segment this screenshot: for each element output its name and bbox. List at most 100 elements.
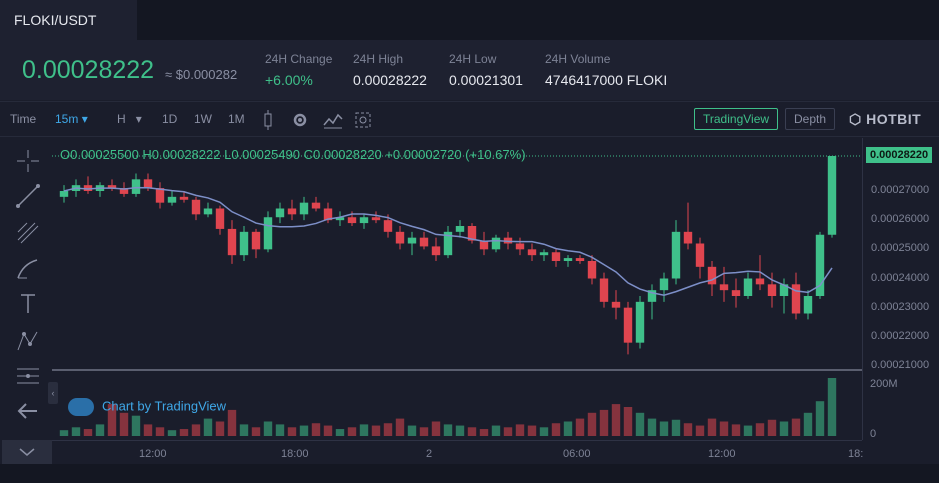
volume-bar xyxy=(707,418,717,436)
crosshair-icon[interactable] xyxy=(15,148,41,174)
candle-body xyxy=(479,240,489,250)
watermark-text: Chart by TradingView xyxy=(102,398,227,414)
ticker-panel: 0.00028222 ≈ $0.000282 24H Change +6.00%… xyxy=(0,40,939,100)
candle-body xyxy=(551,252,561,261)
candle-style-icon[interactable] xyxy=(261,110,275,130)
candle-body xyxy=(119,188,129,194)
candle-body xyxy=(335,217,345,221)
candle-body xyxy=(815,234,825,296)
candlestick-chart[interactable] xyxy=(52,138,862,440)
bottom-bar xyxy=(0,464,939,483)
last-price-tag: 0.00028220 xyxy=(866,147,933,163)
price-approx: ≈ $0.000282 xyxy=(165,67,238,82)
gear-icon[interactable] xyxy=(291,111,309,129)
candle-body xyxy=(599,278,609,302)
volume-bar xyxy=(551,423,561,436)
tradingview-watermark[interactable]: Chart by TradingView xyxy=(68,398,226,416)
arrow-left-icon[interactable] xyxy=(15,398,41,424)
time-axis[interactable]: 12:00 18:00 2 06:00 12:00 18: xyxy=(52,440,863,464)
candle-body xyxy=(539,252,549,256)
candle-body xyxy=(143,179,153,189)
pattern-icon[interactable] xyxy=(15,328,41,354)
collapse-toolbar-button[interactable]: ‹ xyxy=(48,382,58,404)
y-tick-label: 0.00025000 xyxy=(871,242,930,255)
volume-bar xyxy=(467,427,477,436)
y-tick-label: 0.00024000 xyxy=(871,271,930,284)
volume-max-label: 200M xyxy=(870,378,898,390)
hour-selector[interactable]: H ▾ xyxy=(117,112,142,126)
last-price: 0.00028222 xyxy=(22,56,155,84)
volume-bar xyxy=(803,412,813,436)
candle-body xyxy=(491,237,501,250)
y-tick-label: 0.00023000 xyxy=(871,300,930,313)
volume-bar xyxy=(575,418,585,436)
stat-value: +6.00% xyxy=(265,72,313,88)
menu-toggle-button[interactable] xyxy=(2,440,52,464)
y-tick-label: 0.00021000 xyxy=(871,359,930,371)
candle-body xyxy=(179,196,189,200)
candle-body xyxy=(779,284,789,296)
candle-body xyxy=(275,208,285,218)
chart-toolbar: Time 15m ▾ H ▾ 1D 1W 1M TradingView Dept… xyxy=(0,101,939,137)
volume-bar xyxy=(767,419,777,436)
interval-1w[interactable]: 1W xyxy=(194,112,212,126)
brush-icon[interactable] xyxy=(15,256,41,282)
volume-bar xyxy=(155,427,165,436)
candle-body xyxy=(647,290,657,302)
volume-bar xyxy=(743,425,753,436)
depth-button[interactable]: Depth xyxy=(785,108,836,130)
indicators-icon[interactable] xyxy=(323,111,343,129)
volume-bar xyxy=(815,401,825,436)
interval-1m[interactable]: 1M xyxy=(228,112,245,126)
stat-label: 24H Change xyxy=(265,52,333,66)
candle-body xyxy=(359,217,369,224)
candle-body xyxy=(239,231,249,256)
candle-body xyxy=(287,208,297,215)
x-tick-label: 12:00 xyxy=(708,448,736,460)
volume-bar xyxy=(503,427,513,436)
y-tick-label: 0.00027000 xyxy=(871,184,930,196)
volume-bar xyxy=(203,418,213,436)
x-tick-label: 18:00 xyxy=(281,448,309,460)
pitchfork-icon[interactable] xyxy=(15,220,41,246)
volume-bar xyxy=(659,421,669,436)
drawing-tools xyxy=(0,138,52,438)
volume-bar xyxy=(71,427,81,436)
volume-bar xyxy=(335,429,345,436)
tab-floki-usdt[interactable]: FLOKI/USDT xyxy=(0,0,137,40)
candle-body xyxy=(455,226,465,232)
volume-bar xyxy=(215,421,225,436)
volume-bar xyxy=(563,421,573,436)
candle-body xyxy=(131,179,141,194)
trend-line-icon[interactable] xyxy=(15,183,41,209)
candle-body xyxy=(107,185,117,189)
volume-bar xyxy=(683,423,693,436)
caret-down-icon: ▾ xyxy=(135,112,142,126)
measure-icon[interactable] xyxy=(15,363,41,389)
volume-bar xyxy=(227,409,237,436)
volume-bar xyxy=(311,423,321,436)
interval-1d[interactable]: 1D xyxy=(162,112,178,126)
candle-body xyxy=(419,237,429,247)
x-tick-label: 12:00 xyxy=(139,448,167,460)
screenshot-icon[interactable] xyxy=(355,112,371,128)
candle-body xyxy=(623,307,633,343)
candle-body xyxy=(743,278,753,296)
volume-bar xyxy=(359,424,369,436)
text-icon[interactable] xyxy=(15,291,41,317)
price-axis[interactable]: 0.00027000 0.00026000 0.00025000 0.00024000… xyxy=(862,138,939,440)
volume-bar xyxy=(671,419,681,436)
tradingview-button[interactable]: TradingView xyxy=(694,108,779,130)
tab-bar: FLOKI/USDT xyxy=(0,0,939,40)
volume-bar xyxy=(827,378,837,436)
candle-body xyxy=(575,258,585,261)
candle-body xyxy=(695,243,705,267)
volume-bar xyxy=(167,430,177,436)
volume-bar xyxy=(251,427,261,436)
stat-24h-low: 24H Low 0.00021301 xyxy=(449,52,523,88)
volume-bar xyxy=(383,423,393,436)
interval-selector[interactable]: 15m ▾ xyxy=(55,112,88,126)
volume-bar xyxy=(395,418,405,436)
candle-body xyxy=(167,196,177,203)
volume-zero-label: 0 xyxy=(870,428,877,440)
